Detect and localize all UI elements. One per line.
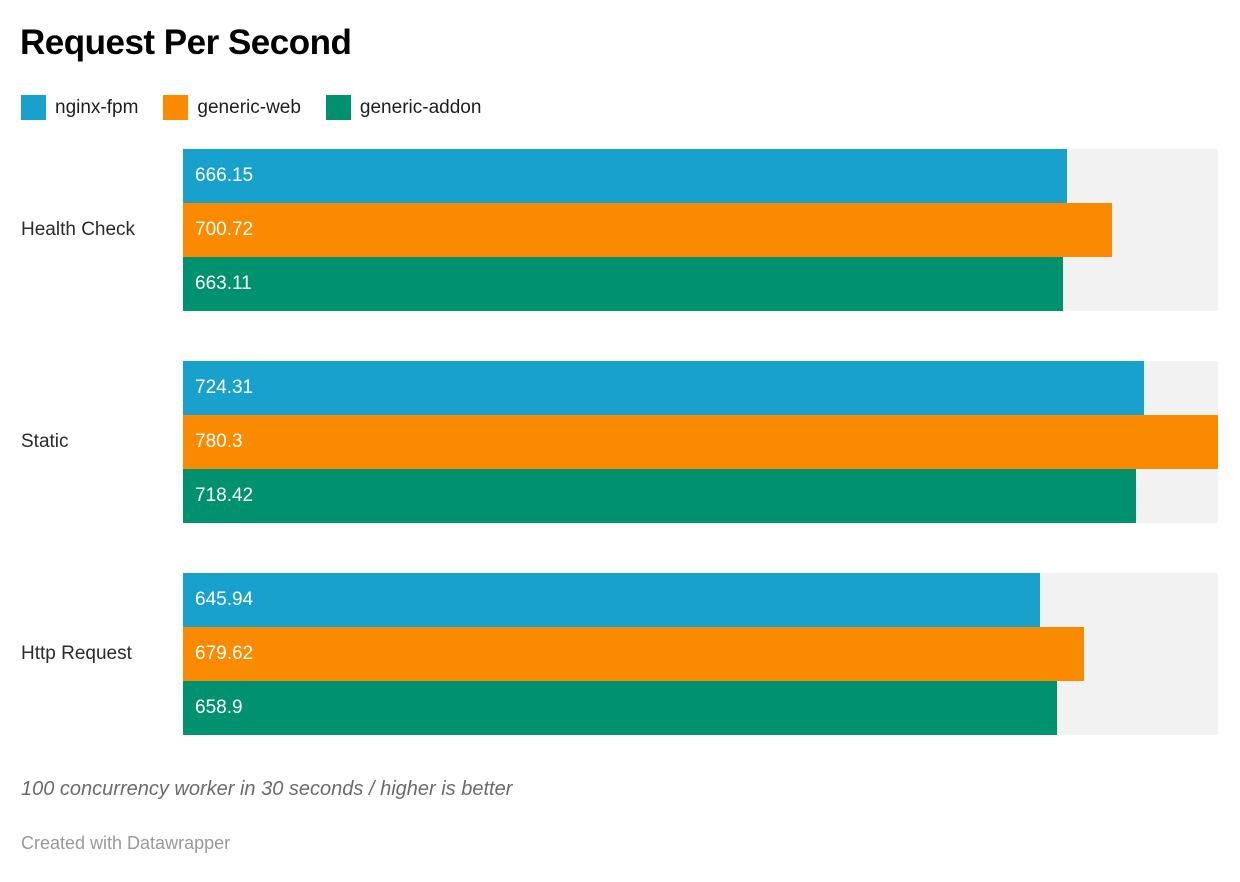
bar-track: 679.62: [183, 627, 1218, 681]
category-label: Static: [21, 431, 69, 452]
category-label-cell: Static: [0, 361, 183, 523]
legend-item-generic-addon: generic-addon: [325, 94, 482, 120]
bar-generic-addon: 718.42: [183, 469, 1136, 523]
bar-track: 780.3: [183, 415, 1218, 469]
legend: nginx-fpm generic-web generic-addon: [21, 94, 1240, 120]
bar-generic-web: 700.72: [183, 203, 1113, 257]
bar-nginx-fpm: 666.15: [183, 149, 1067, 203]
bar-generic-addon: 663.11: [183, 257, 1063, 311]
bar-rows: 724.31 780.3 718.42: [183, 361, 1218, 523]
bar-group: Http Request 645.94 679.62 658.9: [0, 573, 1240, 735]
chart-title: Request Per Second: [20, 23, 352, 62]
category-label: Health Check: [21, 219, 136, 240]
bar-value-label: 658.9: [195, 697, 243, 718]
bar-value-label: 663.11: [195, 273, 252, 294]
bar-group: Health Check 666.15 700.72 663.11: [0, 149, 1240, 311]
bar-value-label: 666.15: [195, 165, 254, 186]
legend-item-nginx-fpm: nginx-fpm: [21, 94, 139, 120]
bar-rows: 666.15 700.72 663.11: [183, 149, 1218, 311]
chart-footnote: 100 concurrency worker in 30 seconds / h…: [21, 778, 513, 800]
bar-track: 663.11: [183, 257, 1218, 311]
bar-value-label: 718.42: [195, 485, 254, 506]
legend-label: generic-addon: [359, 96, 482, 118]
bar-generic-web: 679.62: [183, 627, 1085, 681]
category-label-cell: Http Request: [0, 573, 183, 735]
bar-value-label: 679.62: [195, 643, 254, 664]
bar-value-label: 780.3: [195, 431, 243, 452]
category-label-cell: Health Check: [0, 149, 183, 311]
bar-track: 658.9: [183, 681, 1218, 735]
chart-page: Request Per Second nginx-fpm generic-web…: [0, 22, 1240, 882]
bar-generic-web: 780.3: [183, 415, 1218, 469]
bar-chart: Health Check 666.15 700.72 663.11 Static 724.…: [0, 149, 1240, 735]
bar-value-label: 700.72: [195, 219, 254, 240]
bar-track: 724.31: [183, 361, 1218, 415]
legend-label: nginx-fpm: [55, 96, 139, 118]
legend-swatch-nginx-fpm: [21, 94, 46, 120]
bar-value-label: 724.31: [195, 377, 254, 398]
datawrapper-attribution-link[interactable]: Created with Datawrapper: [21, 833, 231, 853]
bar-generic-addon: 658.9: [183, 681, 1057, 735]
bar-rows: 645.94 679.62 658.9: [183, 573, 1218, 735]
bar-track: 666.15: [183, 149, 1218, 203]
bar-track: 718.42: [183, 469, 1218, 523]
bar-value-label: 645.94: [195, 589, 254, 610]
bar-nginx-fpm: 724.31: [183, 361, 1144, 415]
bar-track: 645.94: [183, 573, 1218, 627]
bar-nginx-fpm: 645.94: [183, 573, 1040, 627]
bar-track: 700.72: [183, 203, 1218, 257]
legend-swatch-generic-addon: [325, 94, 351, 120]
legend-swatch-generic-web: [163, 94, 189, 120]
legend-label: generic-web: [197, 96, 301, 118]
bar-group: Static 724.31 780.3 718.42: [0, 361, 1240, 523]
legend-item-generic-web: generic-web: [163, 94, 301, 120]
category-label: Http Request: [21, 643, 132, 664]
